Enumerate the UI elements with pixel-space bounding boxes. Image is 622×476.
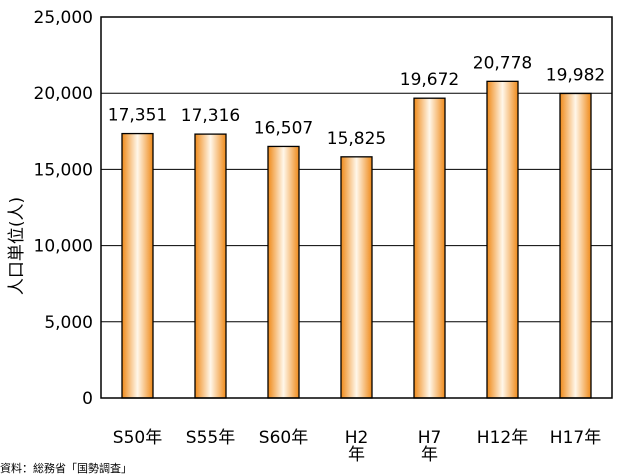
bar [559,92,592,399]
bar [413,97,446,399]
bars [121,80,592,399]
x-category-label: H7 年 [418,428,442,465]
bar [121,132,154,399]
source-note: 資料：総務省「国勢調査」 [0,462,132,475]
x-category-label: H12年 [477,428,528,448]
bar [194,133,227,399]
data-label: 20,778 [473,53,532,73]
y-tick-label: 25,000 [34,8,93,28]
y-tick-label: 0 [82,389,93,409]
data-label: 19,982 [546,65,605,85]
y-tick-label: 15,000 [34,160,93,180]
x-category-label: H17年 [550,428,601,448]
x-category-label: H2 年 [345,428,369,465]
y-axis-title: 人口単位(人) [7,197,27,295]
labels: 0 5,000 10,000 15,000 20,000 25,000 17,351 S50年… [34,8,606,465]
y-tick-label: 10,000 [34,237,93,257]
data-label: 17,351 [108,106,167,126]
bar [267,145,300,399]
plot-area-frame [100,16,613,399]
data-label: 15,825 [327,129,386,149]
x-category-label: S60年 [259,428,308,448]
data-label: 16,507 [254,118,313,138]
y-tick-label: 5,000 [44,313,93,333]
x-category-label: S50年 [113,428,162,448]
axes [100,16,613,399]
bar [340,156,373,399]
y-tick-label: 20,000 [34,84,93,104]
data-label: 19,672 [400,70,459,90]
bar [486,80,519,399]
data-label: 17,316 [181,106,240,126]
x-category-label: S55年 [186,428,235,448]
